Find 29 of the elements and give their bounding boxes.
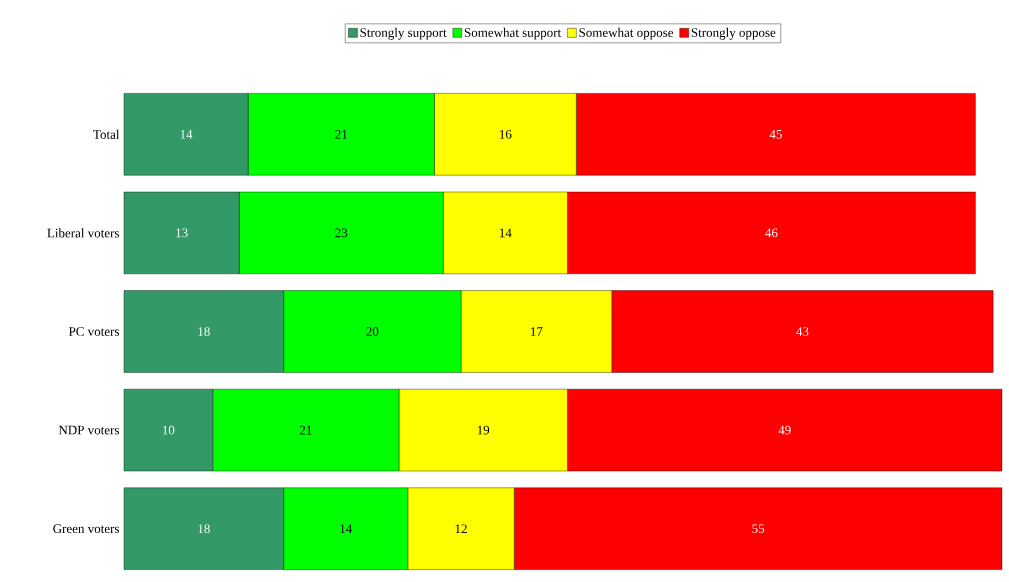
data-label: 23 xyxy=(335,228,348,238)
y-tick-label: Liberal voters xyxy=(47,228,120,238)
legend-label: Somewhat oppose xyxy=(579,27,674,40)
data-label: 18 xyxy=(198,327,210,336)
y-tick-label: NDP voters xyxy=(58,425,119,435)
legend-label: Somewhat support xyxy=(464,27,562,40)
data-label: 18 xyxy=(198,524,210,534)
data-label: 14 xyxy=(340,524,353,533)
data-label: 55 xyxy=(752,524,765,534)
data-label: 12 xyxy=(455,524,467,533)
data-label: 14 xyxy=(180,130,193,139)
legend-label: Strongly oppose xyxy=(691,27,776,40)
y-tick-label: PC voters xyxy=(68,327,120,336)
data-label: 21 xyxy=(299,425,312,435)
data-label: 45 xyxy=(769,129,782,139)
data-label: 43 xyxy=(796,327,809,336)
y-tick-label: Green voters xyxy=(53,524,120,534)
data-label: 13 xyxy=(176,228,188,238)
data-label: 49 xyxy=(778,425,791,435)
data-label: 19 xyxy=(477,425,490,435)
data-label: 14 xyxy=(500,228,512,238)
data-label: 10 xyxy=(162,425,175,435)
data-label: 20 xyxy=(366,327,379,336)
y-tick-label: Total xyxy=(93,129,120,139)
data-label: 46 xyxy=(765,228,778,238)
data-label: 16 xyxy=(500,129,512,139)
legend-label: Strongly support xyxy=(360,27,447,40)
data-label: 21 xyxy=(335,129,348,139)
data-label: 17 xyxy=(531,327,543,336)
